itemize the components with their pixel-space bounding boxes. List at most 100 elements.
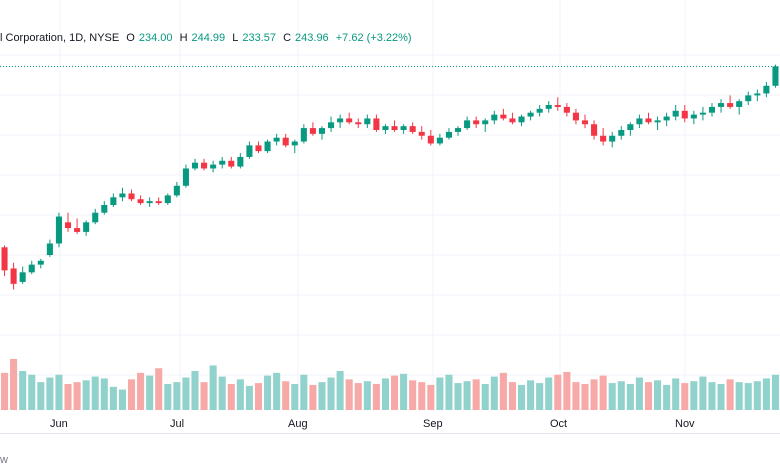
volume-bar <box>37 382 45 410</box>
volume-bar <box>527 380 535 410</box>
x-tick-label: Aug <box>288 418 308 430</box>
candle <box>110 197 117 205</box>
candle <box>581 120 589 125</box>
volume-bar <box>345 379 353 410</box>
candle <box>527 112 534 117</box>
volume-bar <box>472 379 480 410</box>
volume-bar <box>363 381 371 410</box>
volume-bar <box>436 377 444 410</box>
close-value: 243.96 <box>295 32 329 44</box>
volume-bar <box>717 384 725 410</box>
low-value: 233.57 <box>242 32 277 44</box>
volume-bar <box>726 379 734 410</box>
candle <box>591 124 598 136</box>
volume-bar <box>463 381 471 410</box>
candle <box>491 114 498 121</box>
volume-bar <box>490 376 498 410</box>
volume-bar <box>508 382 516 410</box>
volume-bar <box>218 376 226 410</box>
volume-bar <box>381 378 389 410</box>
volume-bar <box>635 377 643 410</box>
volume-bar <box>164 384 172 410</box>
brand-text: w <box>0 454 8 466</box>
open-value: 234.00 <box>138 32 173 44</box>
candle <box>572 112 579 121</box>
open-label: O <box>126 32 135 44</box>
x-tick-label: Nov <box>675 418 695 430</box>
volume-bar <box>91 376 99 410</box>
volume-bar <box>55 374 63 410</box>
candle <box>46 243 53 255</box>
volume-bar <box>445 374 453 410</box>
volume-bar <box>245 385 253 410</box>
volume-bar <box>372 384 380 410</box>
candle <box>201 162 208 169</box>
volume-bar <box>191 371 199 410</box>
volume-bar <box>481 384 489 410</box>
candle <box>763 85 770 94</box>
volume-bar <box>254 383 263 410</box>
candle <box>328 122 335 129</box>
volume-bar <box>499 372 507 410</box>
candle <box>509 118 516 123</box>
candle <box>146 201 153 204</box>
x-tick-label: Oct <box>550 418 567 430</box>
volume-bar <box>708 382 716 410</box>
volume-bar <box>735 382 743 410</box>
volume-bar <box>109 386 117 410</box>
volume-bar <box>699 376 707 410</box>
volume-bar <box>617 381 625 410</box>
candle <box>436 137 443 144</box>
volume-bar <box>46 377 54 410</box>
candle <box>373 118 380 130</box>
candle <box>427 135 434 144</box>
volume-bar <box>209 365 217 410</box>
volume-bar <box>418 382 426 410</box>
candle <box>609 135 616 142</box>
volume-bar <box>64 384 72 410</box>
candle <box>464 120 471 129</box>
high-value: 244.99 <box>191 32 226 44</box>
volume-bar <box>690 381 698 410</box>
volume-bar <box>19 371 27 410</box>
candle <box>536 108 543 113</box>
candle <box>264 141 271 152</box>
volume-bar <box>554 374 562 410</box>
candle <box>291 141 298 146</box>
volume-bar <box>291 384 299 410</box>
candle <box>736 101 743 107</box>
candle <box>445 131 452 138</box>
volume-bar <box>273 372 281 410</box>
volume-bar <box>28 374 36 410</box>
candle <box>1 247 8 271</box>
candle <box>191 162 199 169</box>
candle <box>337 118 344 123</box>
volume-bar <box>327 377 335 410</box>
candle <box>128 193 135 200</box>
close-label: C <box>283 32 292 44</box>
volume-bar <box>517 384 526 410</box>
volume-bar <box>681 383 689 410</box>
ohlc-legend: l Corporation, 1D, NYSE O 234.00 H 244.99 … <box>0 32 416 44</box>
candle <box>454 128 462 132</box>
volume-bar <box>137 372 145 410</box>
volume-bar <box>82 380 90 410</box>
volume-bar <box>10 358 18 410</box>
candle <box>318 128 326 134</box>
volume-bar <box>236 379 244 410</box>
x-tick-label: Sep <box>423 418 443 430</box>
volume-bar <box>146 375 154 410</box>
volume-bar <box>400 373 408 410</box>
candle <box>364 118 371 125</box>
x-tick-label: Jul <box>170 418 184 430</box>
volume-bar <box>309 384 317 410</box>
volume-bar <box>644 382 653 410</box>
candle <box>246 145 253 157</box>
volume-bar <box>336 371 344 410</box>
candle <box>10 268 17 284</box>
volume-bar <box>182 377 190 410</box>
volume-bar <box>200 382 208 410</box>
volume-bar <box>282 381 290 410</box>
